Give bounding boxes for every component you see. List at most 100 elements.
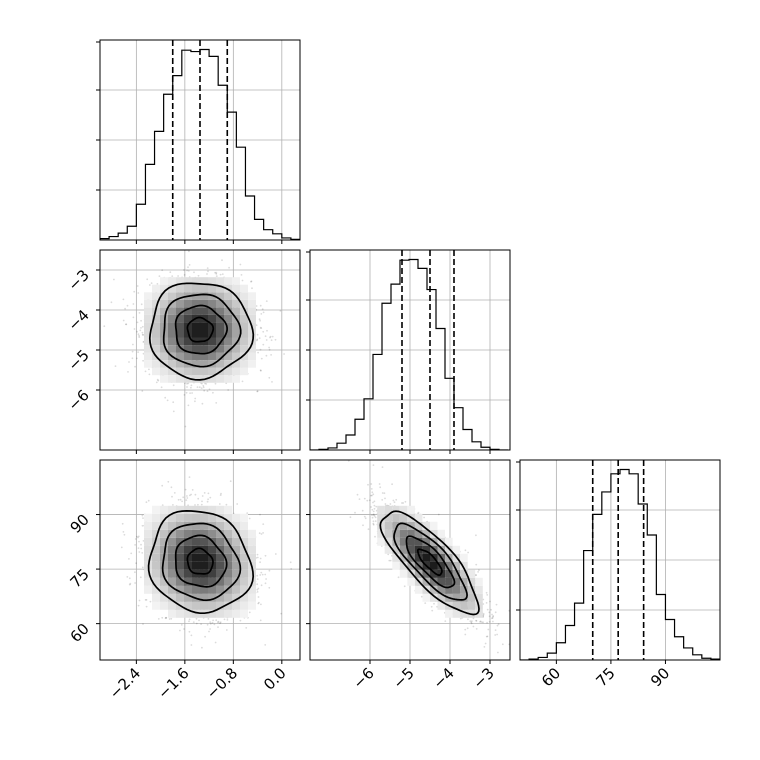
density-cell (168, 367, 176, 376)
sample-point (188, 618, 191, 621)
sample-point (190, 644, 193, 646)
sample-point (187, 266, 189, 269)
sample-point (271, 381, 273, 383)
sample-point (190, 384, 193, 387)
density-cell (240, 307, 248, 315)
density-cell (176, 352, 184, 361)
sample-point (183, 394, 186, 396)
sample-point (264, 582, 267, 585)
sample-point (113, 278, 115, 281)
density-cell (144, 337, 152, 345)
density-cell (192, 322, 200, 330)
sample-point (223, 618, 226, 621)
sample-point (264, 335, 267, 338)
sample-point (201, 402, 204, 405)
sample-point (128, 577, 131, 580)
density-cell (192, 299, 200, 308)
density-cell (144, 345, 152, 353)
sample-point (208, 388, 211, 391)
sample-point (209, 628, 212, 630)
sample-point (125, 323, 128, 326)
sample-point (188, 630, 191, 633)
density-cell (208, 307, 216, 315)
sample-point (186, 497, 189, 499)
sample-point (161, 616, 164, 619)
contour-0-0 (186, 316, 215, 343)
sample-point (280, 612, 283, 615)
density-cell (160, 314, 168, 323)
sample-point (194, 504, 196, 506)
sample-point (187, 382, 190, 385)
sample-point (186, 386, 188, 388)
density-cell (240, 284, 248, 293)
density-cell (184, 284, 192, 293)
density-cell (176, 307, 184, 315)
sample-point (260, 369, 262, 372)
sample-point (138, 336, 141, 338)
sample-point (206, 273, 208, 275)
sample-point (136, 357, 138, 360)
sample-point (270, 354, 272, 356)
sample-point (256, 338, 259, 341)
sample-point (259, 369, 262, 372)
sample-point (225, 629, 228, 631)
density-cell (192, 360, 200, 368)
sample-point (262, 343, 265, 346)
density-cell (232, 337, 240, 345)
sample-point (137, 536, 139, 539)
density-cell (232, 360, 240, 368)
sample-point (128, 361, 130, 363)
sample-point (140, 303, 143, 306)
sample-point (156, 378, 159, 381)
sample-point (184, 425, 187, 428)
sample-point (202, 384, 205, 387)
density-cell (248, 330, 256, 338)
density-cell (160, 277, 168, 285)
sample-point (268, 586, 271, 589)
sample-point (283, 353, 285, 355)
sample-point (130, 552, 133, 555)
sample-point (166, 399, 169, 402)
sample-point (202, 386, 205, 389)
sample-point (141, 390, 144, 392)
density-cell (216, 292, 224, 300)
sample-point (206, 267, 209, 269)
sample-point (134, 365, 137, 368)
sample-point (215, 273, 218, 275)
sample-point (103, 325, 106, 328)
sample-point (246, 512, 249, 514)
sample-point (259, 326, 262, 329)
sample-point (203, 389, 206, 392)
density-cell (200, 284, 208, 293)
density-cell (216, 345, 224, 353)
sample-point (181, 500, 184, 503)
sample-point (265, 354, 268, 357)
sample-point (148, 368, 150, 371)
sample-point (215, 271, 218, 274)
sample-point (186, 269, 189, 272)
sample-point (225, 503, 228, 506)
sample-point (219, 494, 222, 496)
sample-point (141, 333, 144, 336)
sample-point (209, 622, 212, 625)
density-cell (232, 322, 240, 330)
sample-point (133, 328, 136, 330)
density-cell (168, 337, 176, 345)
density-cell (248, 314, 256, 323)
density-cell (208, 314, 216, 323)
density-cell (160, 345, 168, 353)
sample-point (204, 382, 206, 385)
density-cell (184, 367, 192, 376)
sample-point (259, 513, 261, 516)
sample-point (138, 312, 141, 314)
sample-point (211, 621, 214, 624)
sample-point (172, 504, 174, 506)
sample-point (179, 629, 181, 632)
density-cell (232, 284, 240, 293)
sample-point (149, 600, 152, 603)
density-cell (232, 307, 240, 315)
sample-point (206, 623, 209, 626)
density-cell (160, 367, 168, 376)
density-cell (192, 352, 200, 361)
sample-point (185, 499, 188, 501)
